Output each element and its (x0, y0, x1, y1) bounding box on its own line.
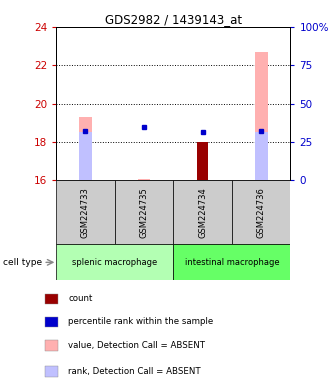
Bar (255, 52, 268, 180)
Bar (45, 316, 58, 327)
Text: GSM224734: GSM224734 (198, 187, 207, 238)
Bar (79, 132, 92, 180)
Bar (255, 132, 268, 180)
Text: cell type: cell type (3, 258, 43, 267)
Bar (79, 117, 92, 180)
Bar (115, 180, 173, 244)
Text: GSM224735: GSM224735 (140, 187, 148, 238)
Bar (197, 142, 208, 180)
Bar (56, 244, 173, 280)
Text: rank, Detection Call = ABSENT: rank, Detection Call = ABSENT (68, 367, 201, 376)
Bar (45, 366, 58, 377)
Title: GDS2982 / 1439143_at: GDS2982 / 1439143_at (105, 13, 242, 26)
Bar (173, 180, 232, 244)
Bar (173, 244, 290, 280)
Text: percentile rank within the sample: percentile rank within the sample (68, 317, 214, 326)
Text: count: count (68, 295, 93, 303)
Bar (56, 180, 115, 244)
Bar (138, 179, 150, 180)
Bar (45, 294, 58, 304)
Text: intestinal macrophage: intestinal macrophage (184, 258, 279, 267)
Text: value, Detection Call = ABSENT: value, Detection Call = ABSENT (68, 341, 206, 350)
Bar (45, 341, 58, 351)
Text: GSM224736: GSM224736 (257, 187, 266, 238)
Bar (232, 180, 290, 244)
Text: GSM224733: GSM224733 (81, 187, 90, 238)
Text: splenic macrophage: splenic macrophage (72, 258, 157, 267)
